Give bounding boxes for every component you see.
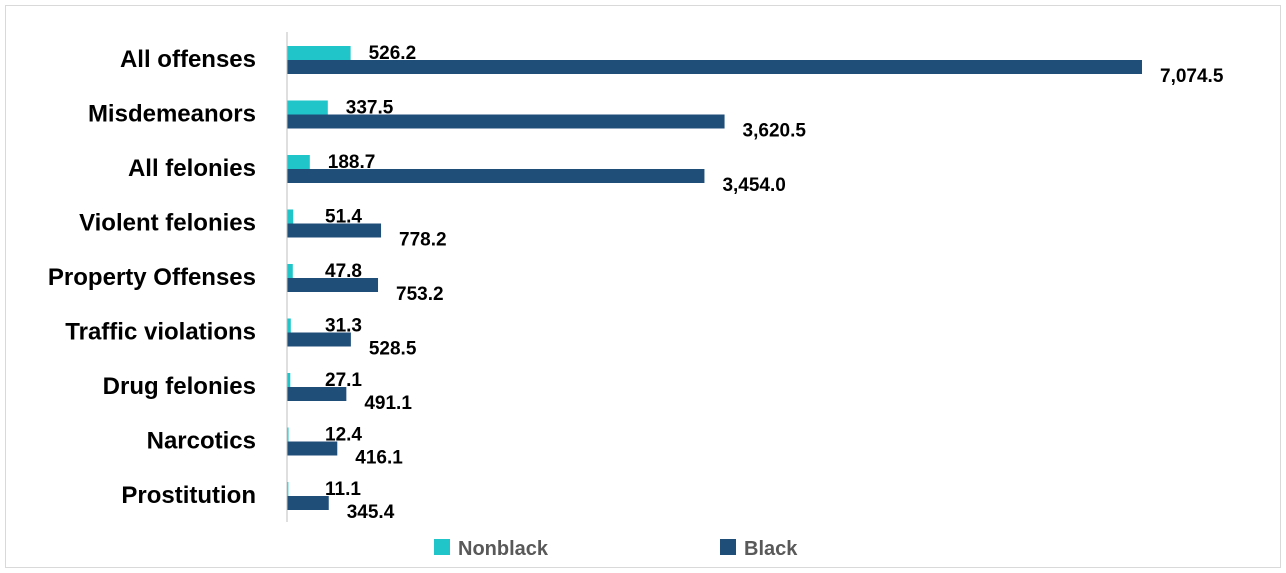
category-label-drug-felonies: Drug felonies xyxy=(103,373,256,400)
bar-nonblack-traffic-violations xyxy=(287,318,291,333)
value-label-black-drug-felonies: 491.1 xyxy=(364,393,412,414)
legend-label-nonblack: Nonblack xyxy=(458,538,549,560)
legend-swatch-black xyxy=(720,539,736,555)
bar-black-all-offenses xyxy=(287,60,1142,74)
category-label-violent-felonies: Violent felonies xyxy=(79,210,256,237)
value-label-nonblack-misdemeanors: 337.5 xyxy=(346,98,394,119)
bar-black-prostitution xyxy=(287,496,329,510)
value-label-black-all-felonies: 3,454.0 xyxy=(722,175,785,196)
value-label-black-traffic-violations: 528.5 xyxy=(369,339,417,360)
bar-black-all-felonies xyxy=(287,169,705,183)
legend-label-black: Black xyxy=(744,538,798,560)
value-label-nonblack-all-offenses: 526.2 xyxy=(369,43,417,64)
bar-black-drug-felonies xyxy=(287,387,347,401)
bar-black-narcotics xyxy=(287,441,338,456)
value-label-black-property-offenses: 753.2 xyxy=(396,284,444,305)
chart-frame xyxy=(5,5,1281,568)
legend: Nonblack Black xyxy=(434,538,798,560)
value-label-nonblack-prostitution: 11.1 xyxy=(325,479,361,500)
category-label-property-offenses: Property Offenses xyxy=(48,264,256,291)
category-label-prostitution: Prostitution xyxy=(121,482,256,509)
value-label-nonblack-violent-felonies: 51.4 xyxy=(325,207,362,228)
bar-black-violent-felonies xyxy=(287,223,382,238)
value-label-nonblack-property-offenses: 47.8 xyxy=(325,261,362,282)
bar-nonblack-all-offenses xyxy=(287,46,351,60)
bar-black-misdemeanors xyxy=(287,114,725,129)
value-label-black-prostitution: 345.4 xyxy=(347,502,395,523)
bar-black-traffic-violations xyxy=(287,332,351,347)
category-label-narcotics: Narcotics xyxy=(147,428,256,455)
value-label-black-misdemeanors: 3,620.5 xyxy=(743,121,807,142)
bar-nonblack-drug-felonies xyxy=(287,373,291,387)
category-label-all-felonies: All felonies xyxy=(128,155,256,182)
bar-nonblack-misdemeanors xyxy=(287,100,328,115)
value-label-nonblack-all-felonies: 188.7 xyxy=(328,152,376,173)
bar-nonblack-violent-felonies xyxy=(287,209,294,224)
value-label-black-narcotics: 416.1 xyxy=(355,448,403,469)
bar-black-property-offenses xyxy=(287,278,379,292)
legend-swatch-nonblack xyxy=(434,539,450,555)
value-label-nonblack-traffic-violations: 31.3 xyxy=(325,316,362,337)
value-label-black-all-offenses: 7,074.5 xyxy=(1160,66,1224,87)
category-label-misdemeanors: Misdemeanors xyxy=(88,101,256,128)
labels-group: All offenses 526.2 7,074.5 Misdemeanors 337.… xyxy=(48,43,1224,523)
bar-nonblack-property-offenses xyxy=(287,264,293,278)
category-label-all-offenses: All offenses xyxy=(120,46,256,73)
value-label-nonblack-drug-felonies: 27.1 xyxy=(325,370,362,391)
bar-nonblack-prostitution xyxy=(287,482,289,496)
bar-nonblack-narcotics xyxy=(287,427,289,442)
bars-group xyxy=(287,46,1142,510)
category-label-traffic-violations: Traffic violations xyxy=(65,319,256,346)
value-label-nonblack-narcotics: 12.4 xyxy=(325,425,362,446)
bar-nonblack-all-felonies xyxy=(287,155,310,169)
value-label-black-violent-felonies: 778.2 xyxy=(399,230,447,251)
